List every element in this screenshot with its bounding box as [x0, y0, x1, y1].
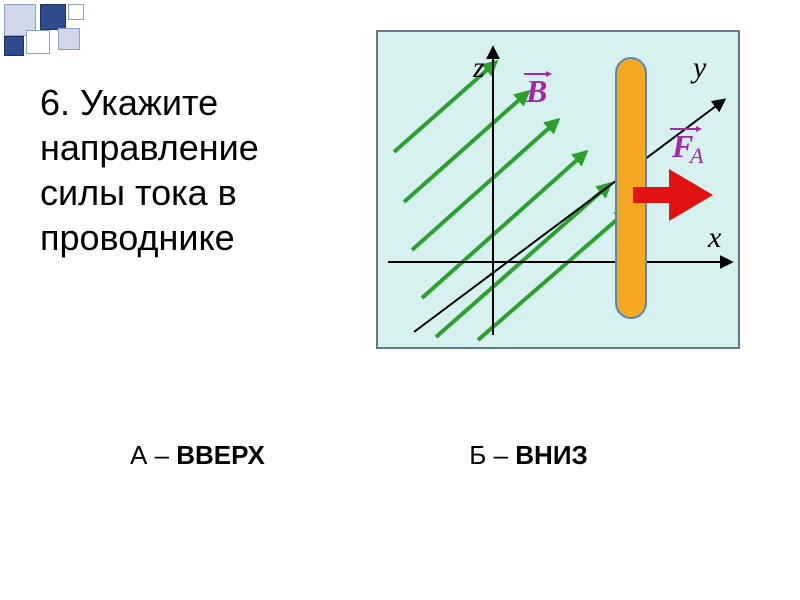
answer-b-bold: ВНИЗ — [515, 440, 588, 470]
svg-text:x: x — [707, 221, 722, 254]
answer-a: А – ВВЕРХ — [130, 440, 265, 471]
answers-row: А – ВВЕРХ Б – ВНИЗ — [0, 440, 800, 471]
svg-text:y: y — [690, 51, 707, 84]
svg-text:А: А — [688, 143, 704, 168]
answer-b-prefix: Б – — [469, 440, 515, 470]
answer-b: Б – ВНИЗ — [469, 440, 588, 471]
question-text: 6. Укажите направление силы тока в прово… — [40, 80, 320, 260]
svg-text:z: z — [472, 51, 485, 84]
answer-a-bold: ВВЕРХ — [176, 440, 265, 470]
answer-a-prefix: А – — [130, 440, 176, 470]
physics-diagram: zxyBFА — [376, 30, 740, 349]
svg-text:B: B — [525, 73, 547, 109]
